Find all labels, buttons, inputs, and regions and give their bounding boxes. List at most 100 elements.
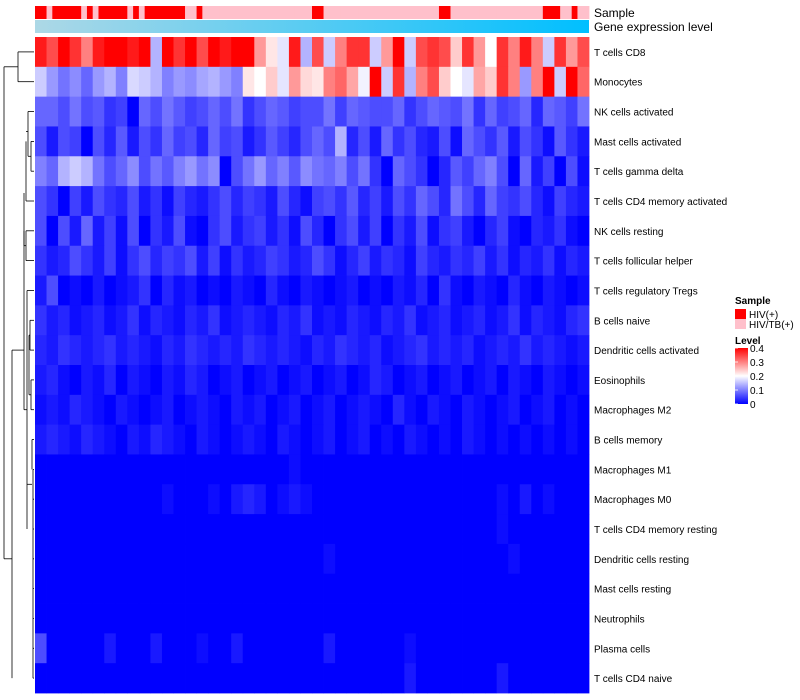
heatmap-cell	[427, 186, 440, 217]
heatmap-cell	[496, 126, 509, 157]
heatmap-cell	[335, 305, 348, 336]
sample-annotation-cell	[69, 6, 76, 19]
heatmap-cell	[115, 663, 128, 694]
heatmap-cell	[104, 603, 117, 634]
heatmap-cell	[323, 37, 336, 68]
heatmap-cell	[312, 126, 324, 157]
heatmap-cell	[404, 424, 417, 455]
sample-annotation-cell	[52, 6, 59, 19]
sample-annotation-cell	[283, 6, 290, 19]
heatmap-cell	[335, 245, 348, 276]
heatmap-cell	[427, 514, 440, 545]
heatmap-cell	[161, 126, 174, 157]
heatmap-cell	[438, 424, 451, 455]
heatmap-cell	[231, 305, 244, 336]
heatmap-cell	[300, 424, 313, 455]
heatmap-cell	[219, 335, 232, 366]
heatmap-cell	[254, 245, 267, 276]
heatmap-cell	[335, 215, 348, 247]
heatmap-cell	[115, 514, 128, 545]
heatmap-cell	[161, 215, 174, 247]
heatmap-cell	[92, 37, 105, 68]
heatmap-cell	[369, 603, 382, 634]
heatmap-cell	[231, 186, 244, 217]
heatmap-cell	[519, 424, 532, 455]
heatmap-cell	[381, 603, 394, 634]
heatmap-cell	[369, 66, 382, 98]
heatmap-cell	[485, 215, 498, 247]
heatmap-cell	[473, 394, 486, 426]
heatmap-cell	[381, 484, 394, 515]
sample-annotation-cell	[46, 6, 53, 19]
heatmap-cell	[288, 603, 301, 634]
heatmap-cell	[58, 514, 71, 545]
heatmap-cell	[277, 66, 290, 98]
heatmap-cell	[92, 633, 105, 664]
heatmap-cell	[404, 126, 417, 157]
heatmap-cell	[392, 305, 405, 336]
heatmap-cell	[104, 424, 117, 455]
heatmap-cell	[346, 543, 359, 575]
heatmap-cell	[242, 245, 255, 276]
heatmap-cell	[346, 335, 359, 366]
legend-tick-label: 0.1	[750, 386, 764, 397]
heatmap-cell	[542, 514, 555, 545]
heatmap-cell	[392, 514, 405, 545]
heatmap-cell	[196, 66, 209, 98]
heatmap-cell	[519, 305, 532, 336]
heatmap-cell	[450, 96, 463, 127]
heatmap-cell	[150, 37, 163, 68]
heatmap-cell	[138, 573, 151, 604]
heatmap-cell	[300, 603, 313, 634]
heatmap-cell	[161, 186, 174, 217]
heatmap-cell	[335, 663, 348, 694]
heatmap-cell	[358, 245, 371, 276]
sample-annotation-cell	[456, 6, 463, 19]
heatmap-cell	[508, 484, 521, 515]
heatmap-cell	[242, 633, 255, 664]
heatmap-cell	[312, 186, 324, 217]
heatmap-cell	[138, 603, 151, 634]
heatmap-cell	[115, 484, 128, 515]
heatmap-cell	[392, 335, 405, 366]
heatmap-cell	[161, 96, 174, 127]
heatmap-cell	[508, 37, 521, 68]
heatmap-cell	[438, 275, 451, 306]
heatmap-cell	[381, 424, 394, 455]
heatmap-cell	[508, 543, 521, 575]
heatmap-cell	[542, 335, 555, 366]
heatmap-cell	[138, 215, 151, 247]
heatmap-cell	[358, 454, 371, 485]
heatmap-cell	[427, 215, 440, 247]
heatmap-cell	[277, 305, 290, 336]
heatmap-cell	[196, 603, 209, 634]
heatmap-cell	[115, 37, 128, 68]
heatmap-cell	[208, 186, 221, 217]
heatmap-cell	[58, 454, 71, 485]
heatmap-cell	[462, 394, 474, 426]
sample-annotation-cell	[467, 6, 474, 19]
heatmap-cell	[415, 305, 428, 336]
heatmap-cell	[35, 603, 47, 634]
heatmap-cell	[415, 663, 428, 694]
heatmap-cell	[565, 454, 578, 485]
heatmap-cell	[577, 186, 590, 217]
heatmap-cell	[415, 96, 428, 127]
heatmap-cell	[288, 96, 301, 127]
heatmap-cell	[508, 335, 521, 366]
heatmap-cell	[219, 543, 232, 575]
heatmap-cell	[381, 633, 394, 664]
sample-annotation-cell	[121, 6, 128, 19]
row-label: T cells CD4 memory resting	[594, 525, 717, 536]
sample-annotation-cell	[179, 6, 186, 19]
heatmap-cell	[392, 156, 405, 187]
heatmap-cell	[173, 156, 186, 187]
heatmap-cell	[219, 633, 232, 664]
heatmap-cell	[358, 96, 371, 127]
gene-expression-annotation-track	[35, 20, 589, 33]
heatmap-cell	[104, 573, 117, 604]
heatmap-cell	[415, 126, 428, 157]
heatmap-cell	[196, 633, 209, 664]
heatmap-cell	[485, 66, 498, 98]
heatmap-cell	[104, 66, 117, 98]
